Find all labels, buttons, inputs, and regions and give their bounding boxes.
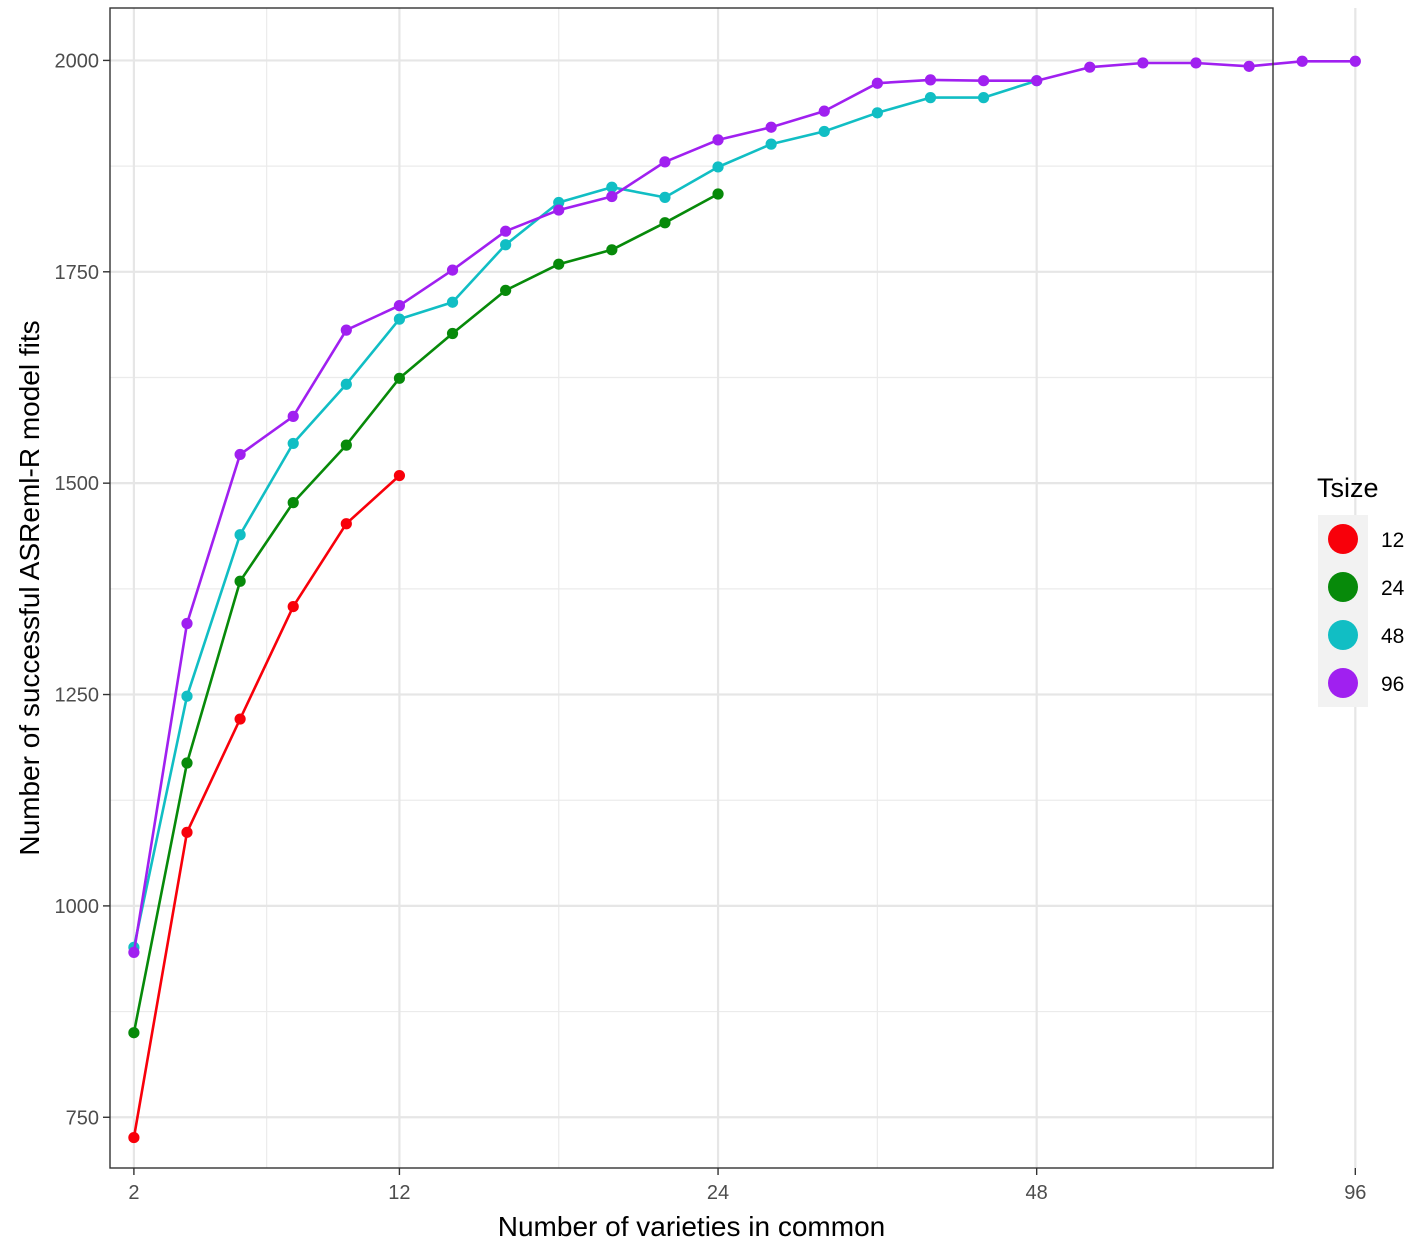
data-point-96 [1296,55,1308,67]
y-tick-label: 750 [66,1107,99,1129]
legend: Tsize 12 24 48 96 [1317,473,1405,707]
data-point-96 [606,190,618,203]
data-point-96 [1190,57,1202,69]
data-point-48 [340,378,352,390]
series-line-96 [132,60,1356,953]
data-point-96 [659,156,671,168]
data-point-24 [553,258,565,270]
data-point-96 [977,75,990,87]
data-point-96 [1349,55,1361,67]
x-tick-label: 24 [707,1182,729,1204]
data-point-96 [1137,57,1149,69]
legend-key-96 [1328,668,1358,698]
data-point-96 [340,324,352,336]
y-tick-label: 1000 [55,896,100,918]
x-tick-labels: 2 12 24 48 96 [128,1182,1366,1204]
y-tick-label: 2000 [55,50,100,72]
data-point-24 [659,217,671,229]
data-point-96 [1243,60,1255,72]
data-point-24 [128,1027,140,1039]
data-point-24 [234,575,246,587]
data-point-24 [606,244,618,256]
data-point-12 [234,713,246,725]
data-point-24 [340,439,352,451]
data-point-48 [659,191,671,203]
data-point-48 [977,92,990,104]
data-point-48 [765,138,777,150]
y-tick-label: 1250 [55,685,100,707]
data-point-96 [1031,75,1043,87]
data-point-24 [393,372,406,384]
data-point-48 [712,161,724,173]
panel-border [109,7,1274,1169]
series-48 [128,75,1043,953]
x-tick-label: 12 [388,1182,410,1204]
series-line-48 [132,79,1038,948]
y-tick-label: 1750 [55,262,100,284]
major-gridlines [110,8,1357,1168]
data-point-48 [871,107,883,119]
y-tick-labels: 750 1000 1250 1500 1750 2000 [55,50,100,1129]
data-point-96 [712,134,724,146]
x-axis-title: Number of varieties in common [498,1211,885,1242]
data-point-48 [181,690,193,702]
data-point-24 [500,284,512,296]
data-point-96 [1084,61,1096,73]
data-point-48 [606,181,618,193]
legend-items: 12 24 48 96 [1328,524,1405,698]
data-point-96 [924,74,937,86]
x-tick-label: 96 [1344,1182,1366,1204]
legend-title: Tsize [1317,473,1379,503]
data-point-48 [818,125,830,138]
data-point-96 [553,204,565,216]
legend-label-96: 96 [1381,673,1404,696]
y-axis-title: Number of successful ASReml-R model fits [14,320,45,855]
axis-ticks [103,59,1357,1175]
series-12 [128,469,406,1144]
x-tick-label: 48 [1026,1182,1048,1204]
legend-key-12 [1328,524,1358,554]
data-point-96 [871,77,883,89]
y-tick-label: 1500 [55,473,100,495]
data-point-96 [446,264,459,276]
data-point-48 [446,296,459,308]
data-point-12 [128,1131,140,1144]
legend-label-12: 12 [1381,529,1404,552]
data-point-96 [234,448,246,461]
data-point-12 [287,601,299,613]
data-point-12 [393,469,406,482]
series-96 [128,55,1361,959]
series-24 [128,188,724,1039]
series-layer [128,55,1361,1144]
data-point-96 [818,105,830,117]
data-point-48 [393,313,406,325]
data-point-96 [765,121,777,133]
data-point-96 [181,617,193,630]
data-point-48 [924,92,937,104]
data-point-24 [446,327,459,340]
data-point-24 [287,497,299,509]
legend-key-24 [1328,572,1358,602]
data-point-48 [234,529,246,541]
data-point-96 [500,225,512,237]
data-point-24 [712,188,724,200]
legend-label-24: 24 [1381,577,1405,600]
legend-label-48: 48 [1381,625,1404,648]
series-line-12 [132,474,401,1138]
data-point-96 [287,410,299,422]
series-line-24 [132,192,719,1033]
data-point-24 [181,757,193,769]
data-point-12 [340,518,352,530]
x-tick-label: 2 [128,1182,139,1204]
data-point-96 [393,300,406,312]
data-point-96 [128,946,140,959]
data-point-48 [287,437,299,450]
data-point-48 [500,239,512,251]
data-point-12 [181,826,193,838]
legend-key-48 [1328,620,1358,650]
